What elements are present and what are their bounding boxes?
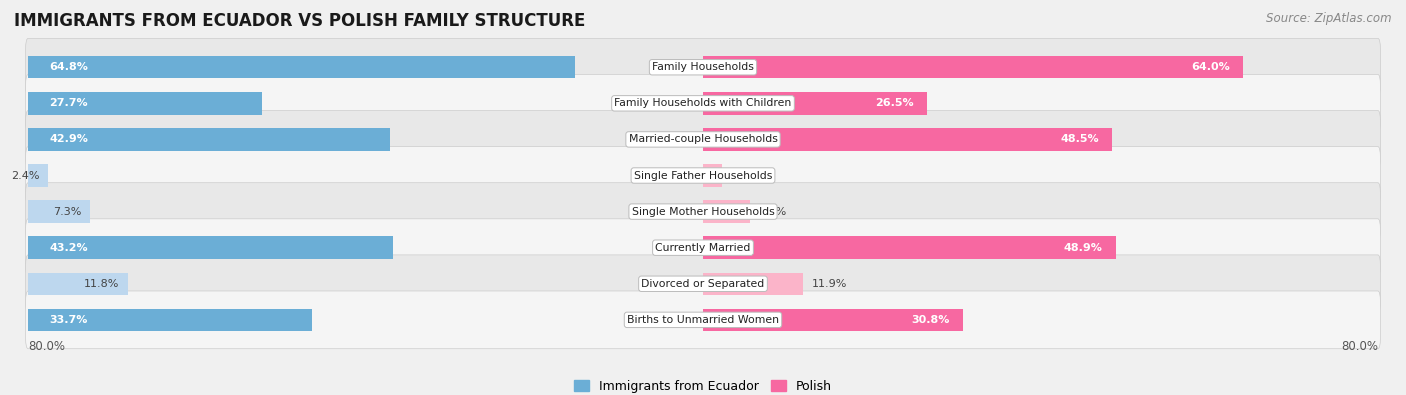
- Bar: [703, 273, 803, 295]
- Text: 42.9%: 42.9%: [49, 134, 89, 145]
- Text: 2.4%: 2.4%: [11, 171, 39, 181]
- Text: 80.0%: 80.0%: [28, 340, 65, 353]
- Text: 2.2%: 2.2%: [730, 171, 758, 181]
- Text: 33.7%: 33.7%: [49, 315, 87, 325]
- Bar: [28, 273, 128, 295]
- Bar: [703, 237, 1115, 259]
- Text: Single Mother Households: Single Mother Households: [631, 207, 775, 216]
- Bar: [28, 308, 312, 331]
- Text: Births to Unmarried Women: Births to Unmarried Women: [627, 315, 779, 325]
- Text: 7.3%: 7.3%: [53, 207, 82, 216]
- Text: Source: ZipAtlas.com: Source: ZipAtlas.com: [1267, 12, 1392, 25]
- Text: Divorced or Separated: Divorced or Separated: [641, 279, 765, 289]
- Bar: [28, 128, 389, 150]
- Text: 80.0%: 80.0%: [1341, 340, 1378, 353]
- Bar: [703, 128, 1112, 150]
- Text: Family Households with Children: Family Households with Children: [614, 98, 792, 108]
- Text: 26.5%: 26.5%: [876, 98, 914, 108]
- Bar: [703, 200, 751, 223]
- Text: 64.8%: 64.8%: [49, 62, 89, 72]
- FancyBboxPatch shape: [25, 219, 1381, 276]
- Text: IMMIGRANTS FROM ECUADOR VS POLISH FAMILY STRUCTURE: IMMIGRANTS FROM ECUADOR VS POLISH FAMILY…: [14, 12, 585, 30]
- Legend: Immigrants from Ecuador, Polish: Immigrants from Ecuador, Polish: [569, 375, 837, 395]
- FancyBboxPatch shape: [25, 111, 1381, 168]
- Bar: [28, 164, 48, 187]
- Bar: [703, 92, 927, 115]
- Bar: [28, 200, 90, 223]
- Text: 64.0%: 64.0%: [1191, 62, 1230, 72]
- Bar: [28, 237, 392, 259]
- Text: Single Father Households: Single Father Households: [634, 171, 772, 181]
- Text: 27.7%: 27.7%: [49, 98, 87, 108]
- Bar: [28, 92, 262, 115]
- FancyBboxPatch shape: [25, 75, 1381, 132]
- Text: 43.2%: 43.2%: [49, 243, 87, 253]
- FancyBboxPatch shape: [25, 255, 1381, 312]
- FancyBboxPatch shape: [25, 147, 1381, 204]
- Text: 11.8%: 11.8%: [84, 279, 120, 289]
- Bar: [28, 56, 575, 79]
- Text: Family Households: Family Households: [652, 62, 754, 72]
- Bar: [703, 56, 1243, 79]
- Text: 30.8%: 30.8%: [912, 315, 950, 325]
- FancyBboxPatch shape: [25, 291, 1381, 349]
- Text: Married-couple Households: Married-couple Households: [628, 134, 778, 145]
- Text: 11.9%: 11.9%: [811, 279, 848, 289]
- Text: 48.5%: 48.5%: [1062, 134, 1099, 145]
- Bar: [703, 308, 963, 331]
- Text: 48.9%: 48.9%: [1064, 243, 1102, 253]
- Bar: [703, 164, 721, 187]
- FancyBboxPatch shape: [25, 38, 1381, 96]
- FancyBboxPatch shape: [25, 183, 1381, 241]
- Text: Currently Married: Currently Married: [655, 243, 751, 253]
- Text: 5.6%: 5.6%: [759, 207, 787, 216]
